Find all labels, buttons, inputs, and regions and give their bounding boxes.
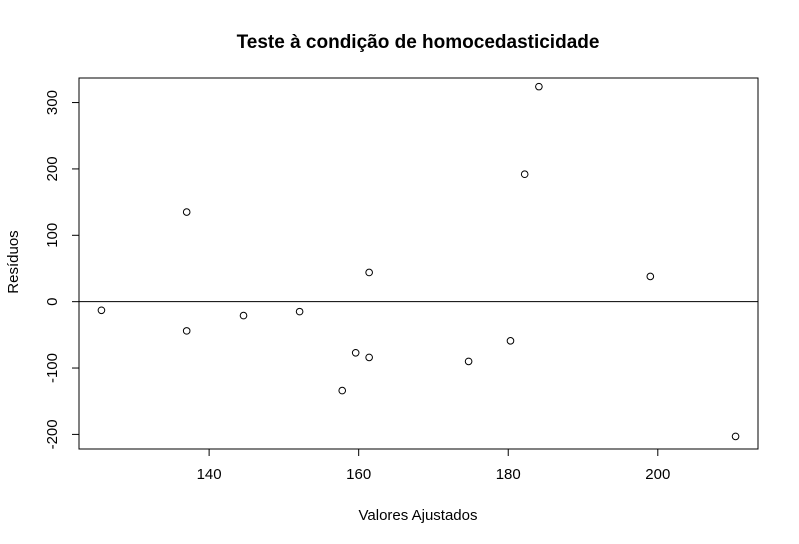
x-axis: 140 160 180 200 [197,448,670,483]
data-point [182,208,191,216]
data-point [520,170,529,179]
data-point [338,386,347,395]
y-tick-label: -100 [44,353,61,383]
data-point [506,337,515,345]
data-point [365,268,373,277]
y-tick-label: 200 [44,156,61,181]
data-point [365,353,373,362]
data-point [97,306,106,315]
x-tick-label: 200 [645,466,670,483]
y-tick-label: 300 [44,90,61,115]
y-tick-label: 0 [44,297,61,305]
data-point [535,82,543,91]
data-point [239,311,248,320]
data-points [97,82,740,441]
y-tick-label: 100 [44,223,61,248]
data-point [646,272,655,281]
data-point [295,307,304,316]
data-point [351,348,360,357]
plot-frame [78,77,759,450]
y-tick-label: -200 [44,419,61,449]
x-tick-label: 140 [197,466,222,483]
data-point [182,327,191,335]
data-point [731,432,740,441]
x-tick-label: 160 [346,466,371,483]
x-axis-label: Valores Ajustados [359,507,478,524]
x-tick-label: 180 [496,466,521,483]
y-axis-label: Resíduos [5,230,22,293]
y-axis: -200 -100 0 100 200 300 [44,90,80,449]
chart-title: Teste à condição de homocedasticidade [237,32,600,53]
data-point [464,357,473,366]
